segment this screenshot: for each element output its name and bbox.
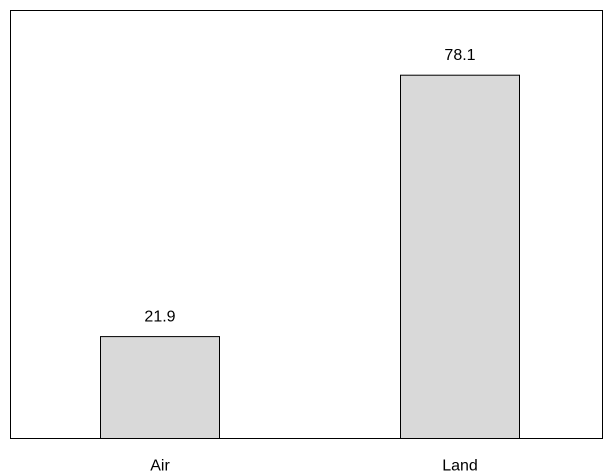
data-label-land: 78.1 — [444, 47, 475, 64]
x-tick-labels-group: Air Land — [150, 458, 478, 475]
data-labels-group: 21.9 78.1 — [144, 47, 475, 325]
plot-frame — [10, 10, 603, 439]
data-label-air: 21.9 — [144, 309, 175, 326]
bars-group — [100, 74, 520, 440]
bar-land — [400, 74, 520, 439]
x-tick-label-air: Air — [150, 458, 170, 475]
bar-air — [100, 336, 220, 440]
x-tick-label-land: Land — [442, 458, 478, 475]
